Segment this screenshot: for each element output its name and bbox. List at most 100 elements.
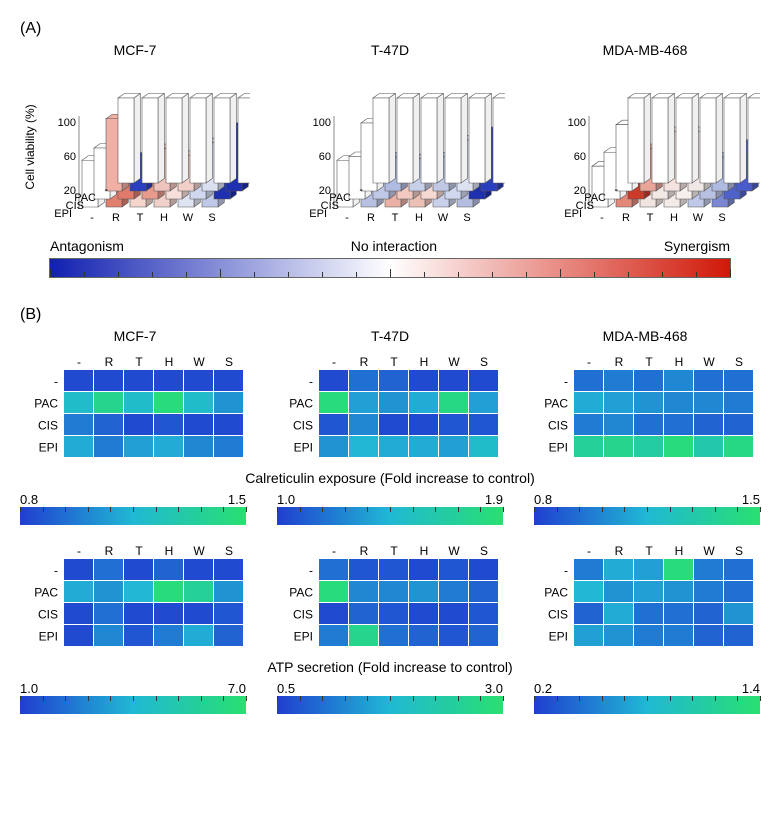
legend-mid: No interaction xyxy=(351,238,437,254)
svg-text:-: - xyxy=(600,212,604,224)
bar3d-title-2: MDA-MB-468 xyxy=(530,42,760,58)
heatmap-0: -RTHWS-PACCISEPI xyxy=(20,543,248,651)
calreticulin-title: Calreticulin exposure (Fold increase to … xyxy=(20,470,760,486)
svg-text:-: - xyxy=(104,184,108,196)
svg-text:W: W xyxy=(193,544,205,558)
svg-text:W: W xyxy=(448,355,460,369)
svg-text:CIS: CIS xyxy=(548,607,568,621)
gradient-block: 0.53.0 xyxy=(277,679,503,714)
panel-b-label: (B) xyxy=(20,306,760,324)
svg-text:PAC: PAC xyxy=(544,396,568,410)
bar3d-chart-2: 2060100PACCISEPI--RTHWS xyxy=(530,62,760,232)
gradient-block: 0.21.4 xyxy=(534,679,760,714)
panel-a-chart-row: MCF-72060100PACCISEPI--RTHWSCell viabili… xyxy=(20,42,760,232)
svg-text:EPI: EPI xyxy=(294,440,313,454)
svg-text:R: R xyxy=(615,355,624,369)
svg-text:W: W xyxy=(183,212,194,224)
svg-text:H: H xyxy=(675,355,684,369)
svg-text:CIS: CIS xyxy=(38,418,58,432)
gradient-block: 1.07.0 xyxy=(20,679,246,714)
svg-text:PAC: PAC xyxy=(289,585,313,599)
legend-left: Antagonism xyxy=(50,238,124,254)
svg-text:-: - xyxy=(309,563,313,577)
svg-text:PAC: PAC xyxy=(544,585,568,599)
svg-text:R: R xyxy=(112,212,120,224)
svg-text:EPI: EPI xyxy=(294,629,313,643)
svg-text:S: S xyxy=(225,355,233,369)
svg-text:-: - xyxy=(90,212,94,224)
svg-text:EPI: EPI xyxy=(549,440,568,454)
bar3d-chart-1: 2060100PACCISEPI--RTHWS xyxy=(275,62,505,232)
atp-heatmap-row: -RTHWS-PACCISEPI-RTHWS-PACCISEPI-RTHWS-P… xyxy=(20,543,760,651)
svg-text:-: - xyxy=(77,355,81,369)
calreticulin-gradient-row: 0.81.51.01.90.81.5 xyxy=(20,490,760,525)
svg-text:H: H xyxy=(420,355,429,369)
svg-text:T: T xyxy=(390,355,398,369)
svg-text:-: - xyxy=(77,544,81,558)
svg-text:T: T xyxy=(392,212,399,224)
panel-a-label: (A) xyxy=(20,20,760,38)
svg-text:EPI: EPI xyxy=(39,629,58,643)
calreticulin-title-2: MDA-MB-468 xyxy=(530,328,760,344)
svg-text:W: W xyxy=(448,544,460,558)
svg-text:-: - xyxy=(564,563,568,577)
svg-text:S: S xyxy=(480,544,488,558)
svg-text:H: H xyxy=(675,544,684,558)
heatmap-1: -RTHWS-PACCISEPI xyxy=(275,354,503,462)
svg-text:CIS: CIS xyxy=(548,418,568,432)
svg-text:-: - xyxy=(614,184,618,196)
svg-text:H: H xyxy=(415,212,423,224)
svg-text:PAC: PAC xyxy=(34,396,58,410)
calreticulin-title-row: MCF-7 T-47D MDA-MB-468 xyxy=(20,328,760,348)
svg-text:T: T xyxy=(647,212,654,224)
calreticulin-title-0: MCF-7 xyxy=(20,328,250,344)
svg-text:T: T xyxy=(390,544,398,558)
svg-text:60: 60 xyxy=(64,151,76,163)
svg-text:CIS: CIS xyxy=(38,607,58,621)
calreticulin-heatmap-row: -RTHWS-PACCISEPI-RTHWS-PACCISEPI-RTHWS-P… xyxy=(20,354,760,462)
svg-text:S: S xyxy=(463,212,470,224)
svg-text:100: 100 xyxy=(568,117,586,129)
svg-text:T: T xyxy=(137,212,144,224)
svg-text:EPI: EPI xyxy=(549,629,568,643)
svg-text:T: T xyxy=(645,355,653,369)
synergy-gradient-bar xyxy=(49,258,731,278)
svg-text:-: - xyxy=(587,355,591,369)
svg-text:60: 60 xyxy=(574,151,586,163)
svg-text:S: S xyxy=(208,212,215,224)
svg-text:W: W xyxy=(693,212,704,224)
bar3d-title-0: MCF-7 xyxy=(20,42,250,58)
bar3d-title-1: T-47D xyxy=(275,42,505,58)
svg-text:H: H xyxy=(165,355,174,369)
svg-text:R: R xyxy=(622,212,630,224)
gradient-block: 0.81.5 xyxy=(20,490,246,525)
svg-text:R: R xyxy=(360,544,369,558)
heatmap-0: -RTHWS-PACCISEPI xyxy=(20,354,248,462)
svg-text:S: S xyxy=(718,212,725,224)
svg-text:-: - xyxy=(564,374,568,388)
svg-text:T: T xyxy=(135,544,143,558)
svg-text:T: T xyxy=(135,355,143,369)
svg-text:EPI: EPI xyxy=(39,440,58,454)
gradient-block: 0.81.5 xyxy=(534,490,760,525)
svg-text:H: H xyxy=(160,212,168,224)
svg-text:W: W xyxy=(703,355,715,369)
atp-gradient-row: 1.07.0 0.53.0 0.21.4 xyxy=(20,679,760,714)
svg-text:-: - xyxy=(332,355,336,369)
svg-text:PAC: PAC xyxy=(289,396,313,410)
svg-text:PAC: PAC xyxy=(34,585,58,599)
svg-text:R: R xyxy=(615,544,624,558)
heatmap-1: -RTHWS-PACCISEPI xyxy=(275,543,503,651)
svg-text:R: R xyxy=(360,355,369,369)
svg-text:R: R xyxy=(105,544,114,558)
heatmap-2: -RTHWS-PACCISEPI xyxy=(530,354,758,462)
svg-text:H: H xyxy=(670,212,678,224)
svg-text:S: S xyxy=(225,544,233,558)
atp-title: ATP secretion (Fold increase to control) xyxy=(20,659,760,675)
svg-text:W: W xyxy=(438,212,449,224)
svg-text:EPI: EPI xyxy=(564,208,582,220)
svg-text:60: 60 xyxy=(319,151,331,163)
svg-text:-: - xyxy=(54,563,58,577)
bar3d-chart-0: 2060100PACCISEPI--RTHWSCell viability (%… xyxy=(20,62,250,232)
y-axis-label: Cell viability (%) xyxy=(23,104,37,189)
